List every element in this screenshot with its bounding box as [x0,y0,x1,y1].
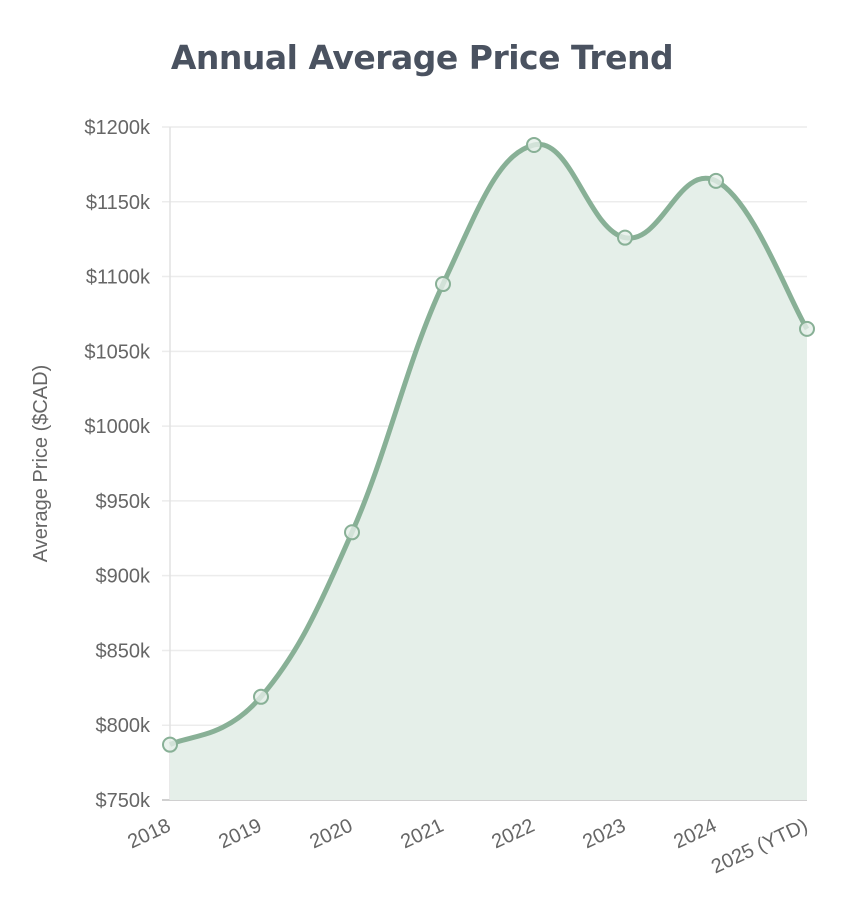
x-tick-label: 2022 [488,815,538,854]
x-tick-label: 2020 [306,815,356,854]
x-tick-label: 2021 [397,815,447,854]
y-tick-label: $1050k [84,341,151,363]
y-tick-label: $850k [96,640,151,662]
y-tick-label: $750k [96,790,151,812]
data-point [799,320,815,337]
data-point [162,736,178,753]
series-line [168,141,810,747]
data-point [708,172,724,189]
y-tick-label: $1150k [86,192,151,214]
y-tick-label: $950k [96,491,151,513]
x-tick-label: 2024 [670,815,720,854]
y-tick-label: $900k [96,566,151,588]
y-tick-label: $1000k [84,416,151,438]
x-tick-label: 2019 [215,815,265,854]
data-point [253,688,269,705]
y-tick-label: $1100k [86,267,151,289]
chart-title: Annual Average Price Trend [170,38,674,77]
data-point [435,276,451,293]
data-point [344,524,360,541]
x-tick-label: 2025 (YTD) [708,815,811,879]
area-fill [170,144,807,801]
x-tick-label: 2018 [124,815,174,854]
data-point [526,136,542,153]
x-tick-label: 2023 [579,815,629,854]
y-tick-label: $1200k [84,117,151,139]
data-point [617,229,633,246]
y-axis-label: Average Price ($CAD) [30,365,52,562]
y-tick-label: $800k [96,715,151,737]
